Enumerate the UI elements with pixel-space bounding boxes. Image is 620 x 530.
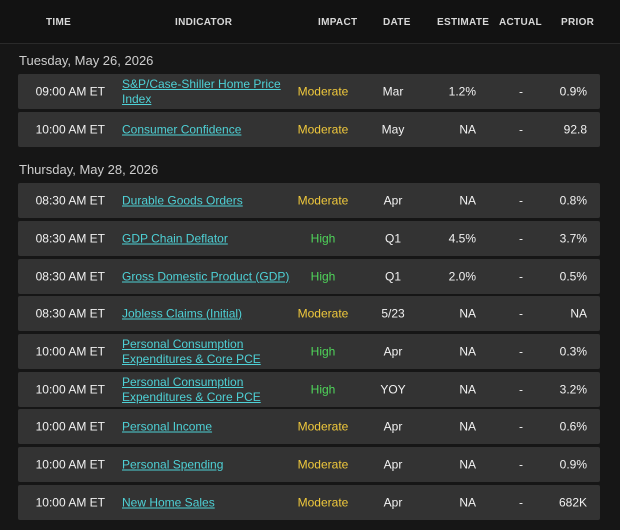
table-header: TIME INDICATOR IMPACT DATE ESTIMATE ACTU… <box>0 0 620 44</box>
column-header-estimate[interactable]: ESTIMATE <box>437 17 490 28</box>
date-group-heading: Thursday, May 28, 2026 <box>19 162 159 177</box>
event-time: 10:00 AM ET <box>35 122 105 136</box>
indicator-link[interactable]: GDP Chain Deflator <box>122 231 228 245</box>
column-header-time[interactable]: TIME <box>46 17 72 28</box>
table-row: 08:30 AM ET GDP Chain Deflator High Q1 4… <box>18 221 600 256</box>
estimate-value: NA <box>459 495 476 509</box>
period-value: Q1 <box>384 269 401 283</box>
event-time: 08:30 AM ET <box>35 306 105 320</box>
prior-value: 3.7% <box>559 231 587 245</box>
prior-value: 92.8 <box>563 122 587 136</box>
table-row: 08:30 AM ET Gross Domestic Product (GDP)… <box>18 259 600 294</box>
prior-value: 3.2% <box>559 382 587 396</box>
estimate-value: 1.2% <box>448 84 476 98</box>
indicator-link[interactable]: Gross Domestic Product (GDP) <box>122 269 290 283</box>
impact-badge: Moderate <box>297 419 349 433</box>
actual-value: - <box>519 344 523 358</box>
event-time: 10:00 AM ET <box>35 419 105 433</box>
estimate-value: NA <box>459 306 476 320</box>
column-header-actual[interactable]: ACTUAL <box>499 17 542 28</box>
period-value: Apr <box>383 495 403 509</box>
prior-value: 0.6% <box>559 419 587 433</box>
period-value: 5/23 <box>381 306 405 320</box>
impact-badge: High <box>310 344 336 358</box>
table-row: 10:00 AM ET Personal Consumption Expendi… <box>18 372 600 407</box>
event-time: 10:00 AM ET <box>35 457 105 471</box>
event-time: 10:00 AM ET <box>35 495 105 509</box>
actual-value: - <box>519 193 523 207</box>
indicator-link[interactable]: New Home Sales <box>122 495 215 509</box>
event-time: 08:30 AM ET <box>35 193 105 207</box>
impact-badge: Moderate <box>297 193 349 207</box>
period-value: Apr <box>383 193 403 207</box>
prior-value: 0.5% <box>559 269 587 283</box>
actual-value: - <box>519 306 523 320</box>
indicator-link[interactable]: Personal Consumption Expenditures & Core… <box>122 336 261 366</box>
event-time: 08:30 AM ET <box>35 269 105 283</box>
table-row: 10:00 AM ET Personal Consumption Expendi… <box>18 334 600 369</box>
table-row: 08:30 AM ET Jobless Claims (Initial) Mod… <box>18 296 600 331</box>
actual-value: - <box>519 84 523 98</box>
event-time: 09:00 AM ET <box>35 84 105 98</box>
table-row: 10:00 AM ET Personal Spending Moderate A… <box>18 447 600 482</box>
period-value: Mar <box>382 84 404 98</box>
estimate-value: 4.5% <box>448 231 476 245</box>
table-row: 10:00 AM ET Personal Income Moderate Apr… <box>18 409 600 444</box>
column-header-date[interactable]: DATE <box>383 17 411 28</box>
indicator-link[interactable]: Durable Goods Orders <box>122 193 243 207</box>
impact-badge: High <box>310 382 336 396</box>
prior-value: 0.8% <box>559 193 587 207</box>
estimate-value: 2.0% <box>448 269 476 283</box>
column-header-prior[interactable]: PRIOR <box>561 17 595 28</box>
impact-badge: Moderate <box>297 495 349 509</box>
indicator-link[interactable]: S&P/Case-Shiller Home Price Index <box>122 76 281 106</box>
impact-badge: Moderate <box>297 306 349 320</box>
indicator-link[interactable]: Consumer Confidence <box>122 122 242 136</box>
event-time: 10:00 AM ET <box>35 382 105 396</box>
indicator-link[interactable]: Personal Consumption Expenditures & Core… <box>122 374 261 404</box>
event-time: 10:00 AM ET <box>35 344 105 358</box>
estimate-value: NA <box>459 457 476 471</box>
estimate-value: NA <box>459 382 476 396</box>
event-time: 08:30 AM ET <box>35 231 105 245</box>
column-header-impact[interactable]: IMPACT <box>318 17 358 28</box>
estimate-value: NA <box>459 344 476 358</box>
period-value: Apr <box>383 344 403 358</box>
date-group-heading: Tuesday, May 26, 2026 <box>19 53 154 68</box>
table-row: 09:00 AM ET S&P/Case-Shiller Home Price … <box>18 74 600 109</box>
estimate-value: NA <box>459 193 476 207</box>
actual-value: - <box>519 382 523 396</box>
impact-badge: High <box>310 231 336 245</box>
impact-badge: Moderate <box>297 122 349 136</box>
actual-value: - <box>519 457 523 471</box>
prior-value: 682K <box>558 495 587 509</box>
period-value: YOY <box>380 382 406 396</box>
actual-value: - <box>519 122 523 136</box>
indicator-link[interactable]: Personal Spending <box>122 457 224 471</box>
prior-value: 0.9% <box>559 84 587 98</box>
impact-badge: High <box>310 269 336 283</box>
table-row: 10:00 AM ET Consumer Confidence Moderate… <box>18 112 600 147</box>
actual-value: - <box>519 419 523 433</box>
actual-value: - <box>519 269 523 283</box>
impact-badge: Moderate <box>297 457 349 471</box>
prior-value: 0.3% <box>559 344 587 358</box>
table-row: 08:30 AM ET Durable Goods Orders Moderat… <box>18 183 600 218</box>
column-header-indicator[interactable]: INDICATOR <box>175 17 233 28</box>
period-value: Apr <box>383 457 403 471</box>
prior-value: NA <box>570 306 587 320</box>
indicator-link[interactable]: Personal Income <box>122 419 213 433</box>
period-value: Apr <box>383 419 403 433</box>
impact-badge: Moderate <box>297 84 349 98</box>
actual-value: - <box>519 231 523 245</box>
table-row: 10:00 AM ET New Home Sales Moderate Apr … <box>18 485 600 520</box>
estimate-value: NA <box>459 122 476 136</box>
period-value: Q1 <box>384 231 401 245</box>
period-value: May <box>381 122 405 136</box>
actual-value: - <box>519 495 523 509</box>
estimate-value: NA <box>459 419 476 433</box>
prior-value: 0.9% <box>559 457 587 471</box>
indicator-link[interactable]: Jobless Claims (Initial) <box>122 306 243 320</box>
